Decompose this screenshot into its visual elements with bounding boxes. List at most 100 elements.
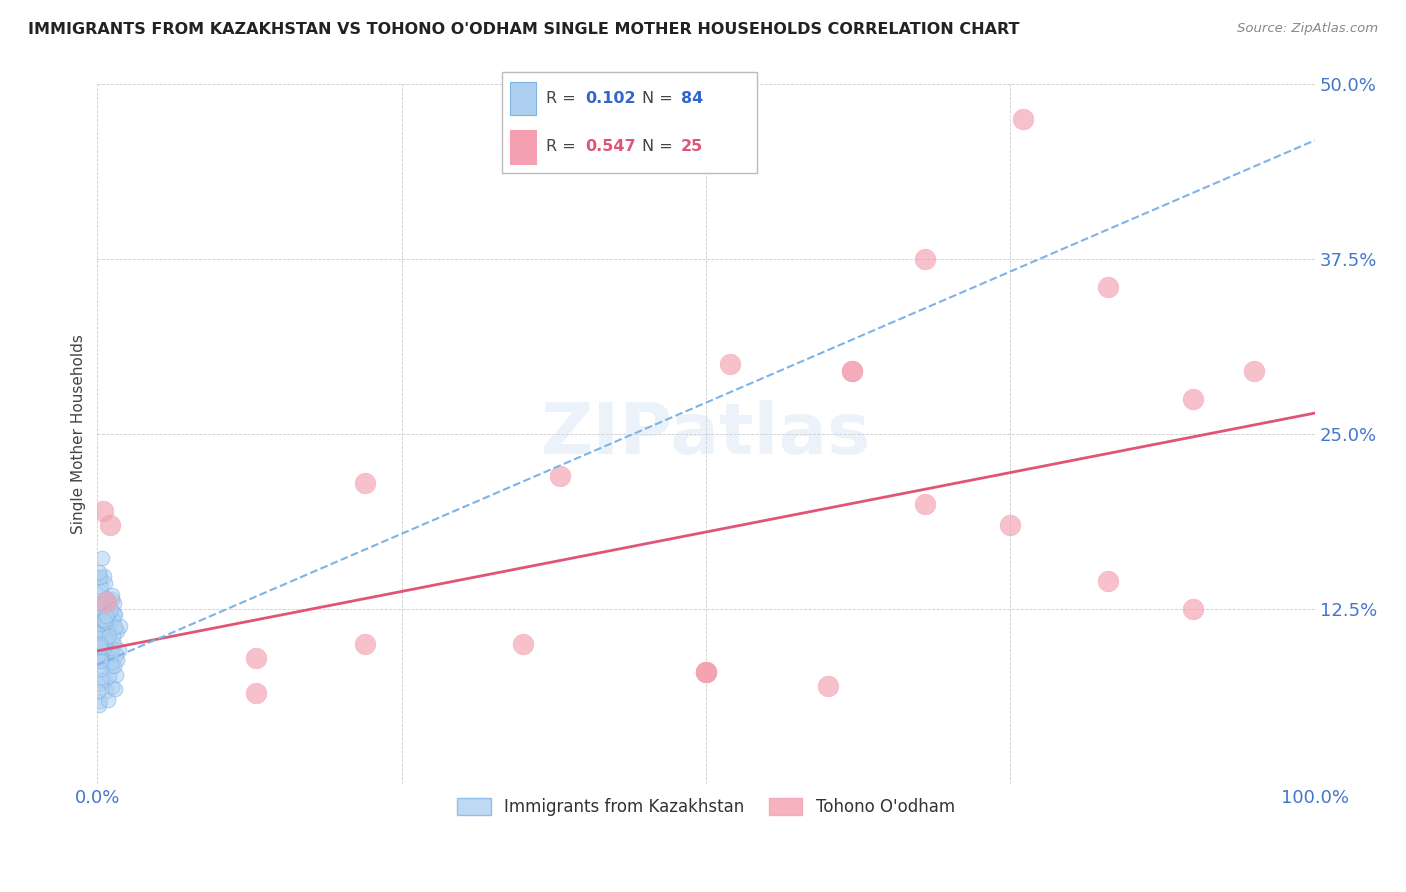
Point xyxy=(98,629,121,643)
Point xyxy=(87,684,110,698)
Point xyxy=(100,646,122,660)
Point xyxy=(97,624,120,638)
Point xyxy=(104,682,127,697)
Point xyxy=(90,584,112,599)
Point xyxy=(91,623,114,637)
Point xyxy=(107,652,129,666)
Point xyxy=(93,504,115,518)
Point xyxy=(90,580,112,594)
Legend: Immigrants from Kazakhstan, Tohono O'odham: Immigrants from Kazakhstan, Tohono O'odh… xyxy=(449,789,963,824)
Point xyxy=(914,252,936,267)
Point xyxy=(914,497,936,511)
Point xyxy=(1011,112,1033,127)
Point xyxy=(817,679,839,693)
Text: IMMIGRANTS FROM KAZAKHSTAN VS TOHONO O'ODHAM SINGLE MOTHER HOUSEHOLDS CORRELATIO: IMMIGRANTS FROM KAZAKHSTAN VS TOHONO O'O… xyxy=(28,22,1019,37)
Point xyxy=(94,683,117,698)
Point xyxy=(91,613,114,627)
Point xyxy=(245,686,267,700)
Point xyxy=(96,609,118,624)
Point xyxy=(512,637,534,651)
Point xyxy=(94,576,117,591)
Point xyxy=(87,616,110,631)
Point xyxy=(90,673,112,688)
Point xyxy=(94,632,117,647)
Point xyxy=(94,591,117,605)
Point xyxy=(90,625,112,640)
Text: Source: ZipAtlas.com: Source: ZipAtlas.com xyxy=(1237,22,1378,36)
Point xyxy=(98,643,121,657)
Point xyxy=(93,673,115,687)
Bar xyxy=(509,130,536,163)
Point xyxy=(89,616,111,631)
Point xyxy=(89,648,111,662)
Point xyxy=(354,637,377,651)
Text: N =: N = xyxy=(643,139,678,153)
Point xyxy=(695,665,717,679)
Point xyxy=(90,651,112,665)
Point xyxy=(89,616,111,631)
Point xyxy=(97,692,120,706)
Point xyxy=(87,570,110,584)
Point xyxy=(100,655,122,669)
Point xyxy=(718,357,741,371)
Point xyxy=(96,630,118,644)
Point xyxy=(89,641,111,656)
Point xyxy=(86,640,108,655)
Text: R =: R = xyxy=(546,139,581,153)
Point xyxy=(89,570,111,584)
Point xyxy=(108,619,131,633)
Point xyxy=(108,642,131,657)
Point xyxy=(101,588,124,602)
Point xyxy=(103,606,125,620)
Point xyxy=(841,364,863,378)
Point xyxy=(91,613,114,627)
Point xyxy=(87,640,110,654)
Point xyxy=(1000,518,1022,533)
Point xyxy=(101,591,124,606)
Point xyxy=(1181,392,1204,406)
Point xyxy=(89,565,111,579)
Point xyxy=(93,615,115,630)
Point xyxy=(98,518,121,533)
Point xyxy=(93,653,115,667)
Point xyxy=(89,694,111,708)
Point xyxy=(93,568,115,582)
Point xyxy=(97,606,120,620)
Point xyxy=(103,629,125,643)
Point xyxy=(89,637,111,651)
Text: R =: R = xyxy=(546,91,581,106)
Point xyxy=(1097,574,1119,588)
Point xyxy=(91,660,114,674)
Point xyxy=(104,667,127,681)
Point xyxy=(695,665,717,679)
Point xyxy=(90,610,112,624)
Point xyxy=(87,602,110,616)
FancyBboxPatch shape xyxy=(502,72,756,173)
Point xyxy=(100,603,122,617)
Text: ZIPatlas: ZIPatlas xyxy=(541,400,872,468)
Point xyxy=(104,648,127,662)
Point xyxy=(86,607,108,621)
Point xyxy=(1097,280,1119,294)
Point xyxy=(103,607,125,622)
Point xyxy=(91,550,114,565)
Point xyxy=(93,613,115,627)
Point xyxy=(91,645,114,659)
Point xyxy=(89,596,111,610)
Point xyxy=(90,654,112,668)
Point xyxy=(87,698,110,713)
Point xyxy=(103,658,125,673)
Text: 84: 84 xyxy=(682,91,703,106)
Point xyxy=(103,596,125,610)
Point xyxy=(90,640,112,654)
Point xyxy=(103,613,125,627)
Point xyxy=(100,659,122,673)
Text: 25: 25 xyxy=(682,139,703,153)
Point xyxy=(354,476,377,491)
Point xyxy=(87,648,110,663)
Point xyxy=(105,624,128,639)
Point xyxy=(87,632,110,646)
Text: N =: N = xyxy=(643,91,678,106)
Text: 0.547: 0.547 xyxy=(585,139,636,153)
Point xyxy=(103,637,125,651)
